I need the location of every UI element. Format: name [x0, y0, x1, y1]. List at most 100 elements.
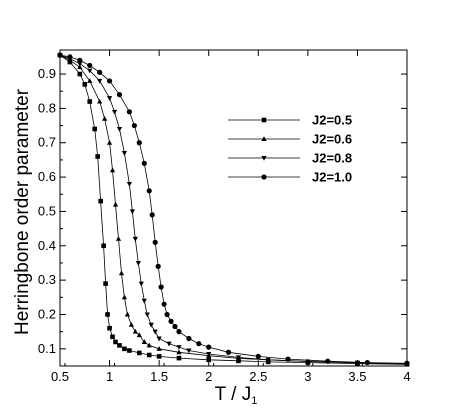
- data-point: [132, 328, 138, 334]
- legend-label: J2=0.8: [312, 151, 352, 166]
- data-point: [176, 345, 182, 350]
- data-point: [87, 99, 93, 104]
- data-point: [176, 329, 182, 335]
- data-point: [128, 321, 134, 327]
- data-point: [92, 126, 97, 132]
- data-point: [206, 351, 212, 357]
- data-point: [126, 181, 132, 187]
- y-tick-label: 0.4: [38, 238, 56, 253]
- data-point: [141, 298, 147, 304]
- data-point: [158, 284, 164, 290]
- plot-frame: [59, 49, 408, 367]
- x-tick-label: 2.5: [249, 369, 267, 384]
- data-point: [172, 323, 178, 330]
- data-point: [124, 311, 131, 317]
- y-tick-label: 0.7: [38, 135, 56, 150]
- data-point: [97, 78, 103, 84]
- data-point: [97, 69, 103, 75]
- legend-label: J2=1.0: [312, 170, 352, 185]
- data-point: [116, 127, 123, 132]
- x-tick-label: 4: [403, 369, 410, 384]
- data-point: [102, 115, 108, 121]
- data-point: [144, 312, 150, 318]
- x-axis-title-main: T / J: [215, 384, 252, 405]
- y-tick-label: 0.2: [38, 306, 56, 321]
- legend: J2=0.5 J2=0.6 J2=0.8 J2=1.0: [228, 113, 352, 185]
- data-point: [164, 311, 170, 318]
- data-point: [116, 92, 123, 98]
- data-point: [105, 312, 110, 317]
- x-axis-title-subscript: 1: [251, 395, 257, 407]
- data-point: [146, 352, 152, 358]
- legend-marker: [261, 136, 267, 141]
- legend-entry: J2=0.6: [228, 132, 352, 147]
- data-point: [141, 339, 147, 344]
- data-point: [235, 355, 242, 361]
- y-tick-label: 0.9: [38, 66, 56, 81]
- data-point: [206, 344, 212, 350]
- data-point: [152, 329, 158, 335]
- data-point: [121, 151, 128, 156]
- data-point: [186, 335, 192, 342]
- data-point: [98, 198, 103, 204]
- y-tick-label: 0.8: [38, 100, 56, 115]
- data-point: [225, 349, 232, 355]
- data-point: [186, 348, 192, 354]
- data-point: [106, 78, 113, 84]
- data-point: [77, 64, 83, 70]
- data-point: [113, 339, 118, 345]
- data-point: [325, 358, 331, 364]
- data-point: [115, 236, 122, 241]
- data-point: [118, 270, 125, 276]
- data-point: [112, 201, 119, 207]
- data-point: [138, 281, 144, 287]
- data-point: [285, 356, 291, 362]
- data-point: [77, 57, 83, 63]
- x-axis-title: T / J1: [215, 384, 258, 407]
- data-point: [148, 322, 154, 328]
- legend-entry: J2=0.8: [228, 151, 352, 166]
- data-point: [117, 343, 122, 348]
- data-point: [82, 82, 88, 87]
- plot-area: [59, 49, 408, 367]
- data-point: [77, 71, 83, 77]
- data-point: [111, 109, 118, 115]
- data-point: [136, 332, 142, 338]
- series-J2=1.0: [57, 52, 410, 366]
- legend-label: J2=0.5: [312, 113, 352, 128]
- series-layer: [57, 52, 410, 367]
- y-tick-label: 0.3: [38, 272, 56, 287]
- data-point: [156, 354, 162, 359]
- data-point: [67, 54, 73, 60]
- data-point: [77, 61, 83, 67]
- data-point: [255, 353, 261, 359]
- data-point: [146, 188, 152, 194]
- data-point: [131, 122, 137, 129]
- data-point: [236, 358, 241, 364]
- data-point: [161, 301, 167, 307]
- legend-entry: J2=0.5: [228, 113, 352, 128]
- axes-layer: 0.5 1 1.5 2 2.5 3 3.5 4 0.1 0.2 0.3 0.4 0.5 0.6 0.7 0.8…: [38, 50, 411, 384]
- data-point: [110, 334, 115, 340]
- series-line: [59, 54, 408, 364]
- x-tick-label: 2: [205, 369, 212, 384]
- x-tick-label: 3.5: [348, 369, 366, 384]
- data-point: [149, 212, 155, 218]
- series-line: [59, 54, 408, 364]
- data-point: [101, 243, 106, 249]
- data-point: [176, 355, 182, 361]
- legend-marker: [261, 174, 267, 180]
- series-line: [59, 54, 408, 365]
- series-J2=0.8: [57, 53, 410, 367]
- data-point: [132, 236, 138, 242]
- data-point: [364, 359, 370, 366]
- data-point: [156, 346, 162, 351]
- data-point: [135, 260, 141, 266]
- data-point: [109, 167, 116, 173]
- data-point: [196, 341, 202, 347]
- x-tick-label: 1: [106, 369, 113, 384]
- legend-entry: J2=1.0: [228, 170, 352, 185]
- data-point: [87, 78, 93, 83]
- data-point: [103, 281, 108, 286]
